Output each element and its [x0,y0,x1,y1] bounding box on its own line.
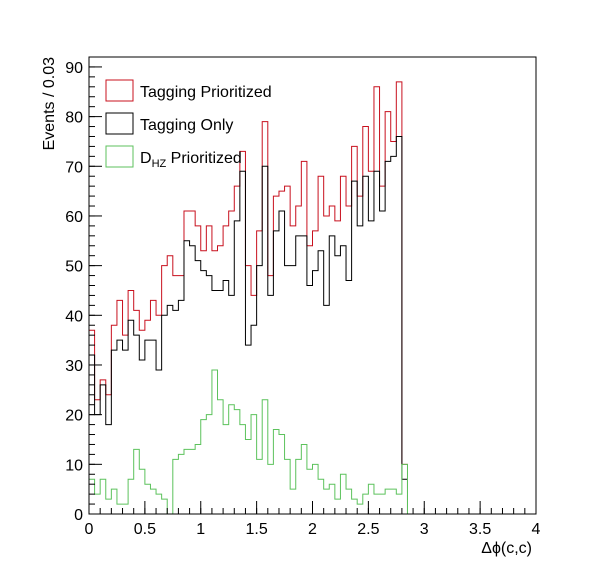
legend-label-2: DHZ Prioritized [140,150,242,170]
x-axis-title: Δϕ(c,c) [481,540,532,557]
series-2-outline [88,369,408,515]
x-tick-label: 3.5 [469,521,491,538]
series-1-outline [88,135,408,514]
legend-swatch-2 [105,145,134,168]
x-axis: 0 0.5 1 1.5 2 2.5 3 3.5 4 [85,501,541,538]
y-tick-label: 20 [65,408,83,425]
x-tick-label: 0.5 [134,521,156,538]
x-tick-label: 1.5 [246,521,268,538]
legend-label-1: Tagging Only [140,117,233,134]
y-tick-label: 0 [74,507,83,524]
legend-label-0: Tagging Prioritized [140,84,272,101]
y-axis-title: Events / 0.03 [41,57,58,150]
x-tick-label: 2.5 [357,521,379,538]
x-tick-label: 2 [308,521,317,538]
x-tick-label: 4 [532,521,541,538]
x-tick-label: 0 [85,521,94,538]
y-tick-label: 30 [65,358,83,375]
y-tick-label: 60 [65,209,83,226]
y-tick-label: 70 [65,159,83,176]
y-tick-label: 40 [65,308,83,325]
legend: Tagging Prioritized Tagging Only DHZ Prior… [105,79,272,170]
y-axis: 0 10 20 30 40 50 60 70 80 90 [65,56,102,524]
x-tick-label: 3 [420,521,429,538]
y-tick-label: 50 [65,259,83,276]
x-tick-label: 1 [196,521,205,538]
series-layer [88,81,408,515]
y-tick-label: 90 [65,60,83,77]
legend-swatch-1 [105,112,134,135]
y-tick-label: 80 [65,110,83,127]
y-tick-label: 10 [65,457,83,474]
legend-swatch-0 [105,79,134,102]
series-0-outline [88,81,408,514]
